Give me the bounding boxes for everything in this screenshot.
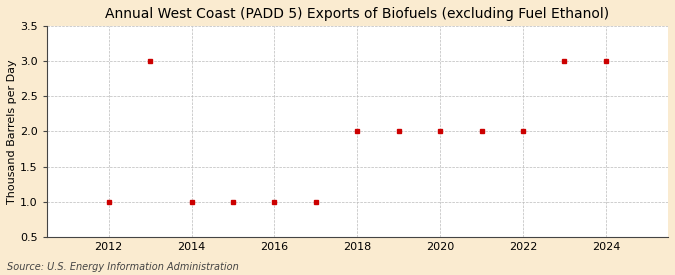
Text: Source: U.S. Energy Information Administration: Source: U.S. Energy Information Administ… (7, 262, 238, 272)
Y-axis label: Thousand Barrels per Day: Thousand Barrels per Day (7, 59, 17, 204)
Title: Annual West Coast (PADD 5) Exports of Biofuels (excluding Fuel Ethanol): Annual West Coast (PADD 5) Exports of Bi… (105, 7, 610, 21)
